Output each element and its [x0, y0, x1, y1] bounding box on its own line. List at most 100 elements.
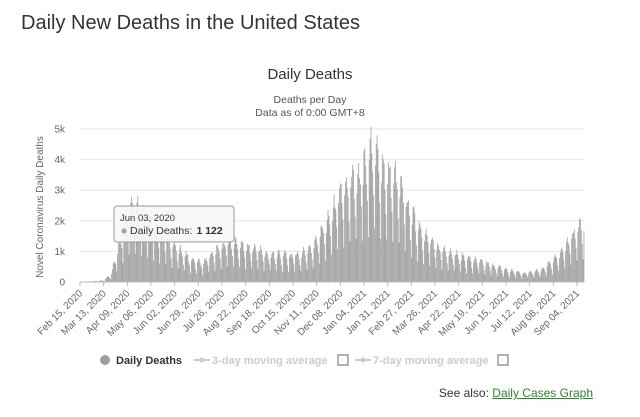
bar[interactable]	[265, 252, 267, 282]
bar[interactable]	[113, 262, 115, 282]
bar[interactable]	[441, 269, 443, 282]
bar[interactable]	[120, 244, 122, 282]
bar[interactable]	[427, 241, 429, 282]
bar[interactable]	[310, 247, 311, 282]
bar[interactable]	[458, 259, 459, 282]
bar[interactable]	[255, 252, 257, 282]
bar[interactable]	[187, 254, 189, 282]
bar[interactable]	[402, 187, 403, 282]
bar[interactable]	[223, 243, 225, 282]
bar[interactable]	[309, 244, 310, 282]
bar[interactable]	[332, 207, 334, 282]
bar[interactable]	[575, 247, 577, 282]
bar[interactable]	[288, 271, 289, 282]
bar[interactable]	[193, 260, 195, 282]
bar[interactable]	[174, 239, 176, 282]
bar[interactable]	[268, 263, 270, 282]
bar[interactable]	[242, 242, 244, 282]
bar[interactable]	[408, 200, 410, 282]
bar[interactable]	[344, 195, 346, 282]
bar[interactable]	[518, 271, 520, 282]
bar[interactable]	[559, 258, 560, 282]
bar[interactable]	[280, 258, 282, 282]
bar[interactable]	[126, 209, 127, 282]
bar[interactable]	[440, 260, 442, 282]
bar[interactable]	[117, 253, 119, 282]
bar[interactable]	[343, 247, 345, 282]
bar[interactable]	[186, 255, 188, 282]
bar[interactable]	[388, 168, 390, 282]
bar[interactable]	[431, 239, 432, 282]
bar[interactable]	[559, 252, 561, 282]
bar[interactable]	[397, 218, 399, 282]
bar[interactable]	[329, 224, 331, 282]
bar[interactable]	[522, 274, 523, 282]
bar[interactable]	[228, 236, 230, 282]
bar[interactable]	[317, 252, 319, 282]
bar[interactable]	[115, 264, 117, 282]
bar[interactable]	[129, 217, 131, 282]
bar[interactable]	[548, 260, 550, 282]
bar[interactable]	[318, 263, 320, 282]
bar[interactable]	[420, 228, 422, 282]
bar[interactable]	[550, 264, 552, 282]
bar[interactable]	[220, 268, 222, 282]
bar[interactable]	[466, 273, 467, 282]
bar[interactable]	[147, 257, 148, 282]
bar[interactable]	[271, 253, 273, 282]
bar[interactable]	[105, 277, 107, 282]
bar[interactable]	[206, 261, 208, 282]
bar[interactable]	[433, 249, 435, 282]
bar[interactable]	[295, 255, 296, 282]
bar[interactable]	[382, 159, 384, 282]
bar[interactable]	[543, 267, 545, 282]
bar[interactable]	[434, 257, 436, 282]
bar[interactable]	[374, 165, 376, 282]
bar[interactable]	[173, 243, 175, 282]
bar[interactable]	[552, 262, 554, 282]
bar[interactable]	[197, 262, 198, 282]
bar[interactable]	[474, 259, 475, 282]
bar[interactable]	[165, 263, 167, 282]
bar[interactable]	[312, 267, 314, 282]
bar[interactable]	[152, 240, 154, 282]
bar[interactable]	[227, 244, 229, 282]
bar[interactable]	[272, 251, 274, 282]
bar[interactable]	[470, 261, 472, 282]
bar[interactable]	[108, 276, 110, 282]
bar[interactable]	[149, 206, 151, 282]
bar[interactable]	[421, 237, 423, 282]
bar[interactable]	[345, 181, 346, 282]
bar[interactable]	[211, 252, 212, 282]
bar[interactable]	[202, 274, 204, 282]
bar[interactable]	[331, 254, 332, 282]
bar[interactable]	[337, 249, 339, 282]
bar[interactable]	[413, 206, 415, 282]
bar[interactable]	[579, 218, 580, 282]
bar[interactable]	[525, 273, 527, 282]
bar[interactable]	[289, 254, 291, 282]
bar[interactable]	[375, 143, 377, 282]
bar[interactable]	[407, 202, 409, 282]
bar[interactable]	[381, 183, 382, 282]
bar[interactable]	[513, 273, 515, 282]
bar[interactable]	[372, 172, 374, 282]
bar[interactable]	[532, 275, 534, 282]
bar[interactable]	[296, 254, 297, 282]
bar[interactable]	[530, 270, 531, 282]
bar[interactable]	[504, 268, 506, 282]
bar[interactable]	[367, 200, 368, 282]
bar[interactable]	[213, 263, 215, 282]
bar[interactable]	[554, 254, 556, 282]
bar[interactable]	[498, 266, 500, 282]
bar[interactable]	[106, 276, 108, 282]
bar[interactable]	[314, 239, 316, 282]
bar[interactable]	[423, 264, 424, 282]
bar[interactable]	[561, 247, 563, 282]
bar[interactable]	[128, 254, 130, 282]
bar[interactable]	[328, 215, 330, 282]
bar[interactable]	[546, 266, 548, 282]
bar[interactable]	[234, 236, 236, 282]
bar[interactable]	[342, 219, 344, 282]
bar[interactable]	[95, 280, 97, 282]
